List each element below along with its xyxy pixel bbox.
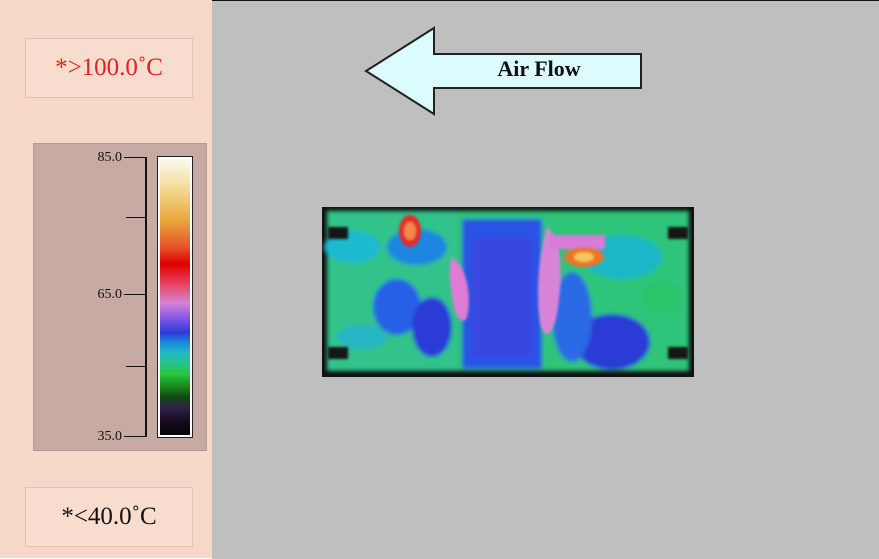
thermal-map-image	[322, 207, 694, 377]
scale-tick-label-top: 85.0	[97, 150, 123, 165]
color-scale-panel: 85.0 65.0 35.0	[33, 143, 207, 451]
thermal-view-area: Air Flow	[212, 0, 879, 559]
left-arrow-icon	[364, 26, 642, 116]
scale-tick-label-bottom: 35.0	[97, 429, 123, 444]
scale-tick-label-middle: 65.0	[97, 287, 123, 302]
airflow-indicator: Air Flow	[364, 26, 644, 116]
min-temperature-label: *<40.0˚C	[25, 487, 193, 547]
thermal-heat-image	[322, 207, 694, 377]
max-temperature-label: *>100.0˚C	[25, 38, 193, 98]
temperature-colorbar	[158, 157, 192, 437]
scale-axis-line	[145, 157, 147, 437]
scale-tick-minor	[126, 366, 146, 367]
scale-tick-minor	[126, 217, 146, 218]
scale-tick	[124, 157, 146, 158]
scale-tick	[124, 436, 146, 437]
temperature-legend-panel: *>100.0˚C 85.0 65.0 35.0 *<40.0˚C	[0, 0, 212, 558]
scale-tick	[124, 294, 146, 295]
airflow-label: Air Flow	[497, 56, 581, 81]
